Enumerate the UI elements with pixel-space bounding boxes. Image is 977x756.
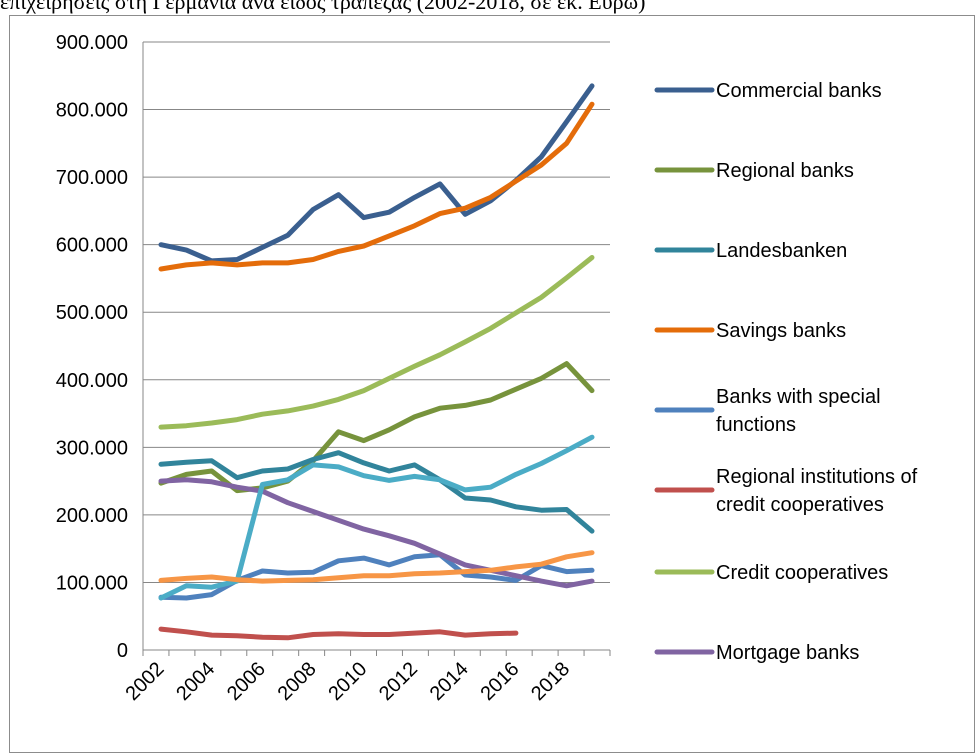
x-tick-label: 2012 [375,658,422,705]
y-tick-label: 900.000 [56,32,128,54]
series-line [158,434,595,601]
legend-label: Commercial banks [716,80,882,102]
y-tick-label: 700.000 [56,167,128,189]
x-tick-label: 2010 [324,658,371,705]
series-line [158,550,595,584]
legend-label: Banks with special functions [716,386,881,436]
x-tick-label: 2008 [274,658,321,705]
axes: 0 100.000 200.000 300.000 400.000 500.000 600.… [56,32,611,705]
y-tick-label: 600.000 [56,235,128,257]
x-tick-label: 2018 [527,658,574,705]
series-line [158,450,595,534]
y-tick-label: 400.000 [56,370,128,392]
chart-frame [9,15,975,753]
legend-label: Regional banks [716,160,854,182]
series-line [158,255,595,430]
x-tick-label: 2014 [426,658,473,705]
legend: Commercial banks Regional banks Landesbank… [654,80,918,664]
legend-label: Mortgage banks [716,642,859,664]
y-tick-label: 800.000 [56,100,128,122]
legend-label: Landesbanken [716,240,847,262]
series-lines [158,83,595,641]
y-tick-label: 100.000 [56,572,128,594]
x-tick-label: 2004 [172,658,219,705]
legend-label: Regional institutions of credit cooperati… [716,466,918,516]
legend-label: Credit cooperatives [716,562,888,584]
series-line [158,101,595,272]
y-tick-label: 200.000 [56,505,128,527]
legend-label: Savings banks [716,320,846,342]
x-tick-label: 2016 [476,658,523,705]
series-line [158,477,595,589]
chart-title: επιχειρήσεις στη Γερμανία ανά είδος τράπ… [0,0,646,14]
x-tick-label: 2002 [122,658,169,705]
y-tick-label: 0 [117,640,128,662]
y-tick-label: 500.000 [56,302,128,324]
gridlines [143,41,610,583]
x-tick-label: 2006 [223,658,270,705]
series-line [158,626,519,641]
y-tick-label: 300.000 [56,437,128,459]
